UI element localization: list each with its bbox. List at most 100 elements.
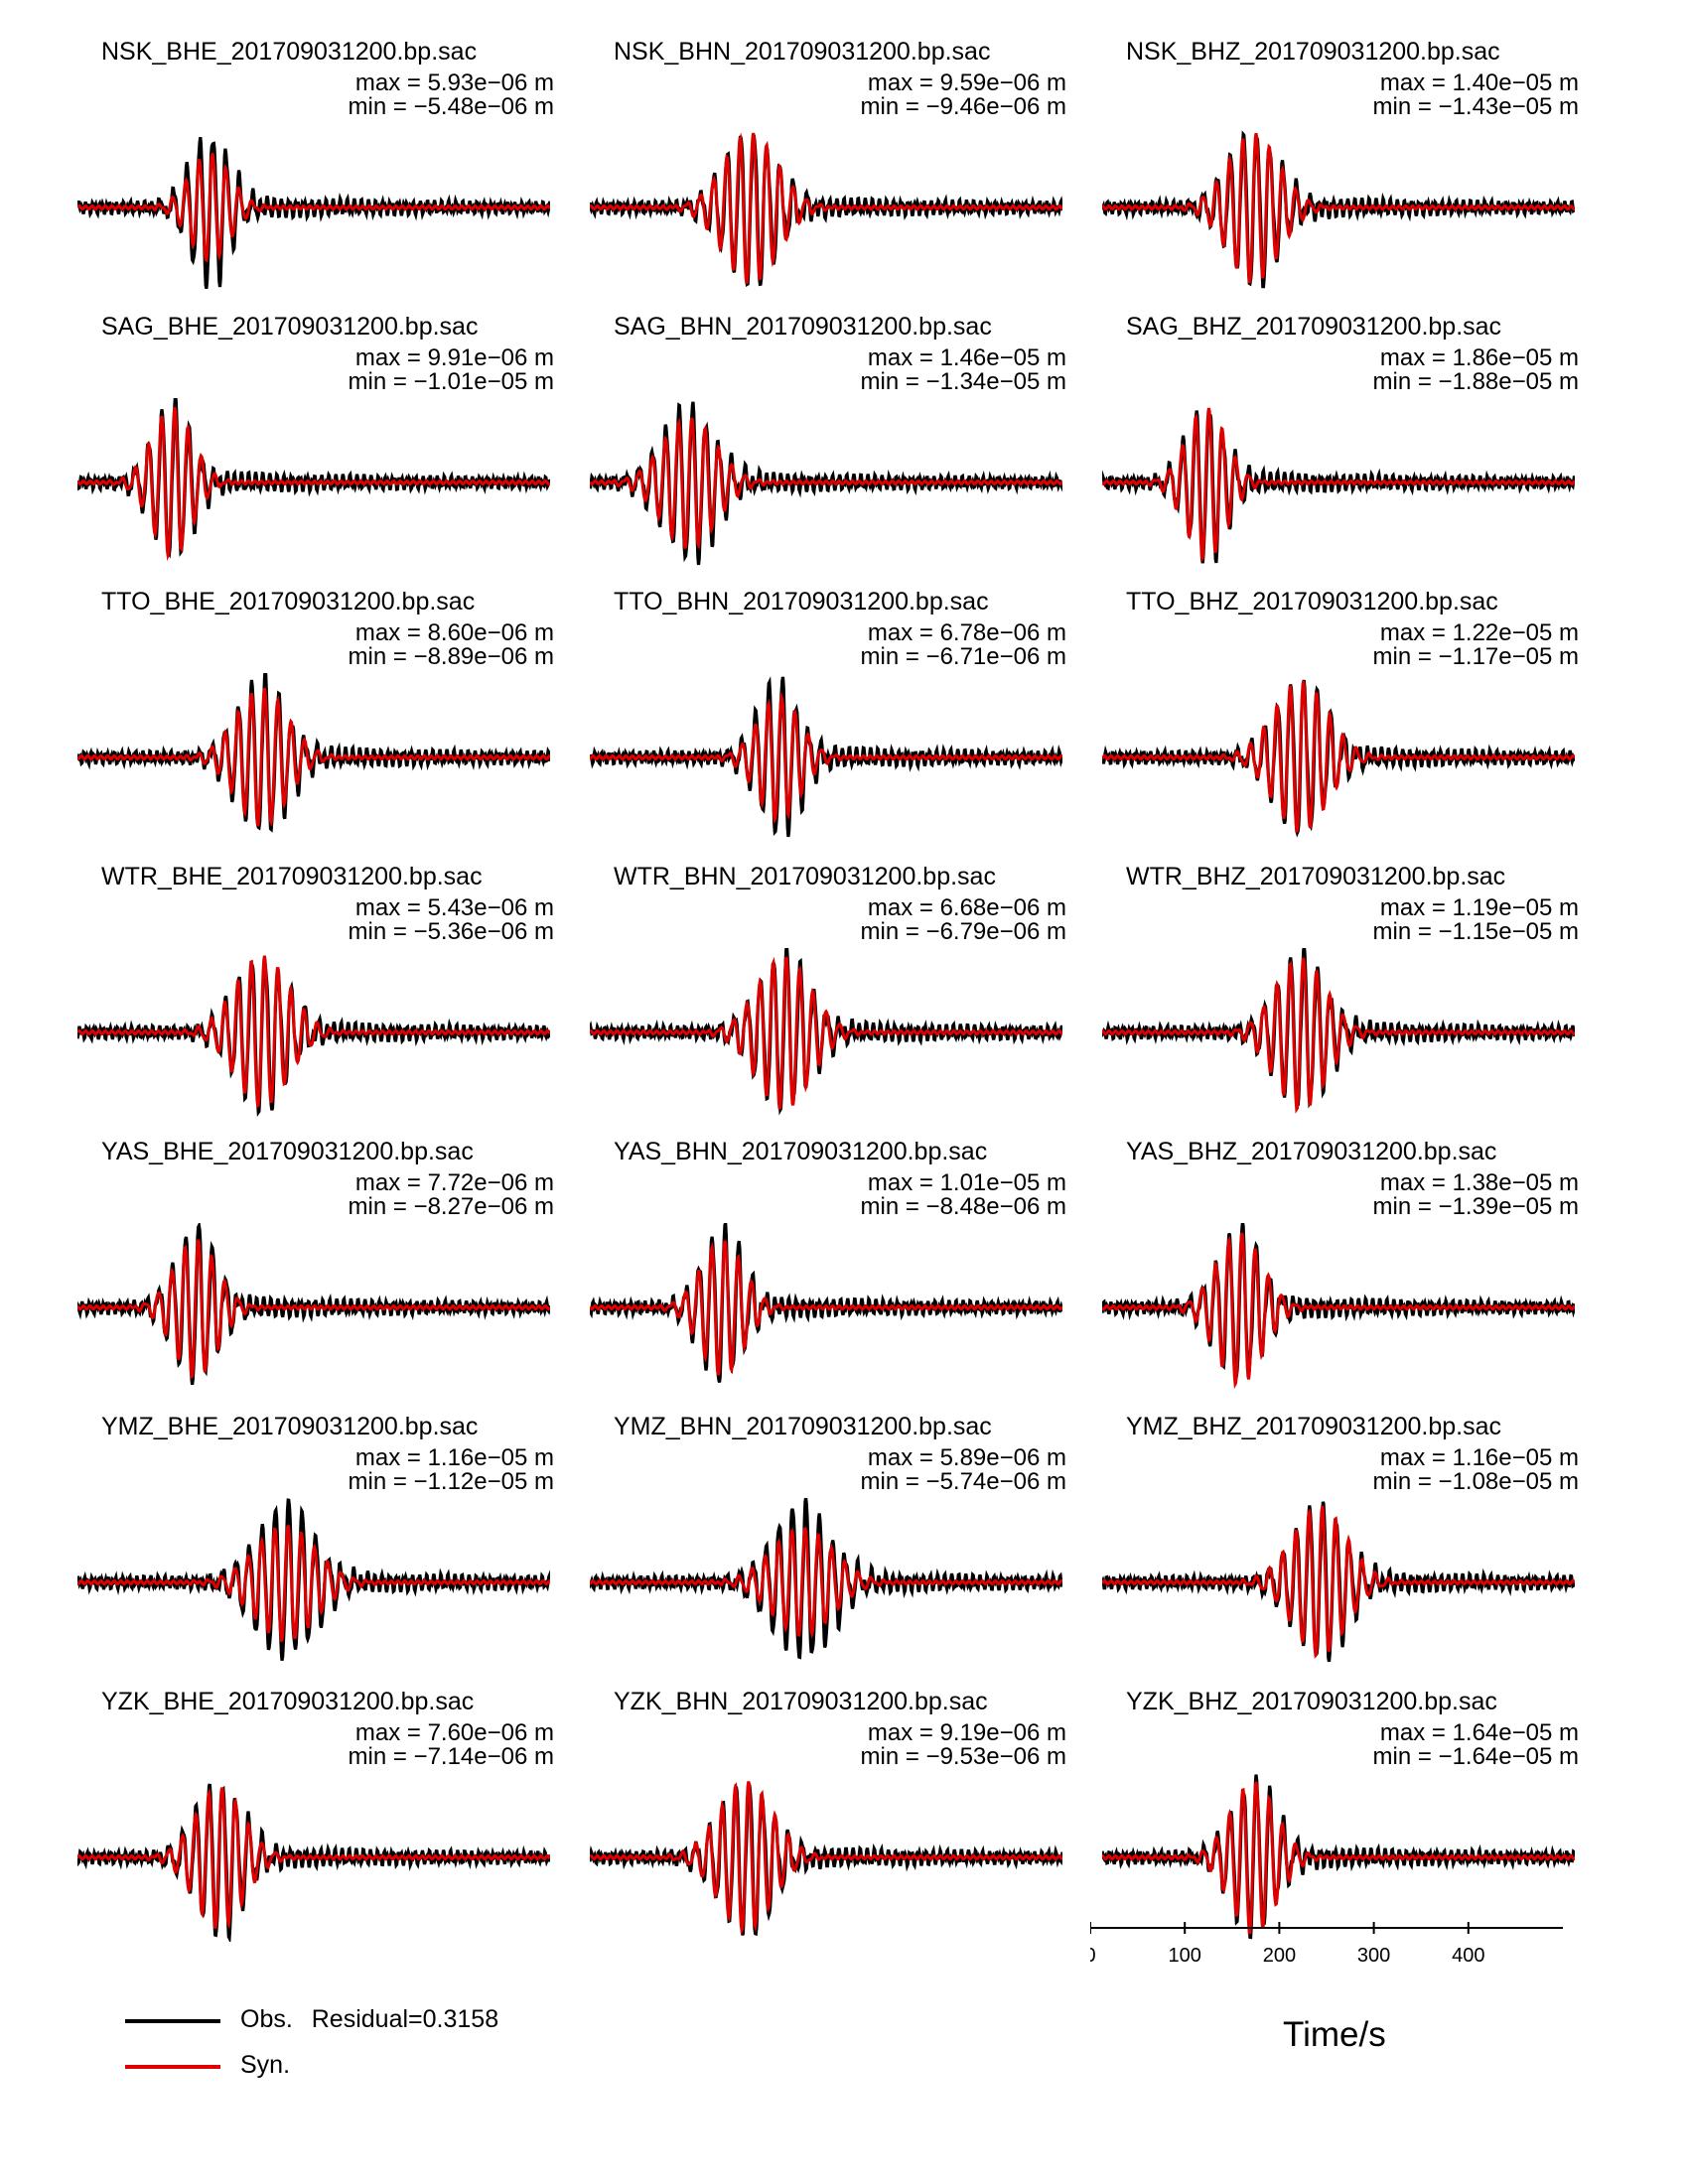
waveform-plot — [1102, 407, 1575, 564]
panel-min-value: min = −1.39e−05 m — [1372, 1193, 1579, 1220]
synthetic-trace — [590, 1240, 1062, 1376]
panel-title: NSK_BHZ_201709031200.bp.sac — [1126, 38, 1500, 66]
observed-trace — [77, 136, 550, 290]
time-axis-tick-label: 200 — [1263, 1945, 1296, 1967]
synthetic-trace — [77, 955, 550, 1109]
panel-min-value: min = −1.12e−05 m — [348, 1468, 554, 1495]
synthetic-trace — [590, 417, 1062, 551]
time-axis-tick-label: 300 — [1357, 1945, 1390, 1967]
panel-max-value: max = 5.43e−06 m — [354, 894, 554, 921]
panel-title: YZK_BHN_201709031200.bp.sac — [614, 1688, 988, 1715]
panel-max-value: max = 9.19e−06 m — [867, 1719, 1066, 1746]
panel-min-value: min = −1.01e−05 m — [348, 368, 554, 395]
panel-max-value: max = 8.60e−06 m — [354, 619, 554, 646]
synthetic-trace — [77, 1239, 550, 1380]
synthetic-trace — [77, 153, 550, 263]
panel-min-value: min = −9.46e−06 m — [860, 93, 1066, 120]
time-axis-tick-label: 0 — [1090, 1945, 1096, 1967]
panel-title: SAG_BHN_201709031200.bp.sac — [614, 313, 992, 341]
panel-max-value: max = 9.59e−06 m — [867, 69, 1066, 96]
panel-max-value: max = 1.16e−05 m — [1379, 1444, 1579, 1471]
synthetic-trace — [1102, 133, 1575, 284]
synthetic-trace — [1102, 957, 1575, 1114]
panel-max-value: max = 6.68e−06 m — [867, 894, 1066, 921]
panel-max-value: max = 1.16e−05 m — [354, 1444, 554, 1471]
waveform-panel: WTR_BHZ_201709031200.bp.sac max = 1.19e−0… — [1102, 863, 1579, 1131]
waveform-plot — [77, 1783, 550, 1942]
panel-min-value: min = −1.43e−05 m — [1372, 93, 1579, 120]
waveform-panel: YZK_BHE_201709031200.bp.sac max = 7.60e−0… — [77, 1688, 554, 1956]
panel-min-value: min = −5.74e−06 m — [860, 1468, 1066, 1495]
panel-min-value: min = −6.79e−06 m — [860, 918, 1066, 945]
waveform-panel: YMZ_BHE_201709031200.bp.sac max = 1.16e−0… — [77, 1413, 554, 1681]
panel-max-value: max = 1.22e−05 m — [1379, 619, 1579, 646]
panel-min-value: min = −1.34e−05 m — [860, 368, 1066, 395]
waveform-plot — [77, 398, 550, 562]
panel-title: SAG_BHE_201709031200.bp.sac — [101, 313, 479, 341]
waveform-panel: WTR_BHE_201709031200.bp.sac max = 5.43e−0… — [77, 863, 554, 1131]
panel-min-value: min = −1.88e−05 m — [1372, 368, 1579, 395]
waveform-panel: YZK_BHZ_201709031200.bp.sac max = 1.64e−0… — [1102, 1688, 1579, 1956]
panel-min-value: min = −5.36e−06 m — [348, 918, 554, 945]
panel-max-value: max = 7.60e−06 m — [354, 1719, 554, 1746]
panel-min-value: min = −7.14e−06 m — [348, 1743, 554, 1770]
panel-min-value: min = −5.48e−06 m — [348, 93, 554, 120]
legend-synthetic-label: Syn. — [240, 2051, 291, 2079]
waveform-plot — [77, 1223, 550, 1386]
observed-trace — [1102, 948, 1575, 1109]
waveform-panel: SAG_BHZ_201709031200.bp.sac max = 1.86e−0… — [1102, 313, 1579, 581]
panel-max-value: max = 5.93e−06 m — [354, 69, 554, 96]
panel-max-value: max = 1.46e−05 m — [867, 344, 1066, 371]
waveform-panel: TTO_BHE_201709031200.bp.sac max = 8.60e−0… — [77, 588, 554, 856]
waveform-plot — [590, 948, 1062, 1116]
waveform-plot — [77, 673, 550, 833]
synthetic-trace — [77, 687, 550, 828]
waveform-plot — [590, 1223, 1062, 1383]
observed-trace — [1102, 130, 1575, 289]
observed-trace — [590, 1223, 1062, 1383]
panel-min-value: min = −9.53e−06 m — [860, 1743, 1066, 1770]
synthetic-trace — [1102, 1232, 1575, 1390]
legend-observed-label: Obs. — [240, 2005, 293, 2033]
panel-title: YAS_BHN_201709031200.bp.sac — [614, 1138, 988, 1165]
synthetic-trace — [77, 1525, 550, 1643]
waveform-plot — [77, 136, 550, 290]
panel-max-value: max = 9.91e−06 m — [354, 344, 554, 371]
waveform-plot — [1102, 948, 1575, 1114]
synthetic-trace — [1102, 1781, 1575, 1935]
panel-min-value: min = −1.17e−05 m — [1372, 643, 1579, 670]
synthetic-trace — [77, 1787, 550, 1930]
panel-title: SAG_BHZ_201709031200.bp.sac — [1126, 313, 1502, 341]
time-axis-label: Time/s — [1283, 2015, 1386, 2054]
panel-title: WTR_BHN_201709031200.bp.sac — [614, 863, 996, 890]
legend-line-observed — [125, 2019, 220, 2023]
panel-max-value: max = 7.72e−06 m — [354, 1169, 554, 1196]
observed-trace — [590, 1498, 1062, 1660]
panel-max-value: max = 1.01e−05 m — [867, 1169, 1066, 1196]
waveform-plot — [1102, 1774, 1575, 1940]
synthetic-trace — [590, 691, 1062, 825]
panel-title: NSK_BHE_201709031200.bp.sac — [101, 38, 478, 66]
legend-observed-text: Obs. Residual=0.3158 — [240, 2005, 498, 2034]
synthetic-trace — [1102, 407, 1575, 563]
waveform-plot — [590, 676, 1062, 838]
panel-max-value: max = 6.78e−06 m — [867, 619, 1066, 646]
waveform-plot — [1102, 1501, 1575, 1663]
synthetic-trace — [590, 1527, 1062, 1639]
legend-residual-label: Residual=0.3158 — [311, 2005, 499, 2033]
synthetic-trace — [590, 132, 1062, 284]
waveform-panel: TTO_BHN_201709031200.bp.sac max = 6.78e−0… — [590, 588, 1066, 856]
observed-trace — [1102, 1223, 1575, 1386]
waveform-plot — [1102, 1223, 1575, 1390]
panel-max-value: max = 1.64e−05 m — [1379, 1719, 1579, 1746]
waveform-panel: YMZ_BHN_201709031200.bp.sac max = 5.89e−0… — [590, 1413, 1066, 1681]
panel-title: NSK_BHN_201709031200.bp.sac — [614, 38, 991, 66]
synthetic-trace — [590, 1781, 1062, 1936]
panel-max-value: max = 1.19e−05 m — [1379, 894, 1579, 921]
panel-title: YAS_BHE_201709031200.bp.sac — [101, 1138, 474, 1165]
waveform-panel: NSK_BHZ_201709031200.bp.sac max = 1.40e−0… — [1102, 38, 1579, 306]
